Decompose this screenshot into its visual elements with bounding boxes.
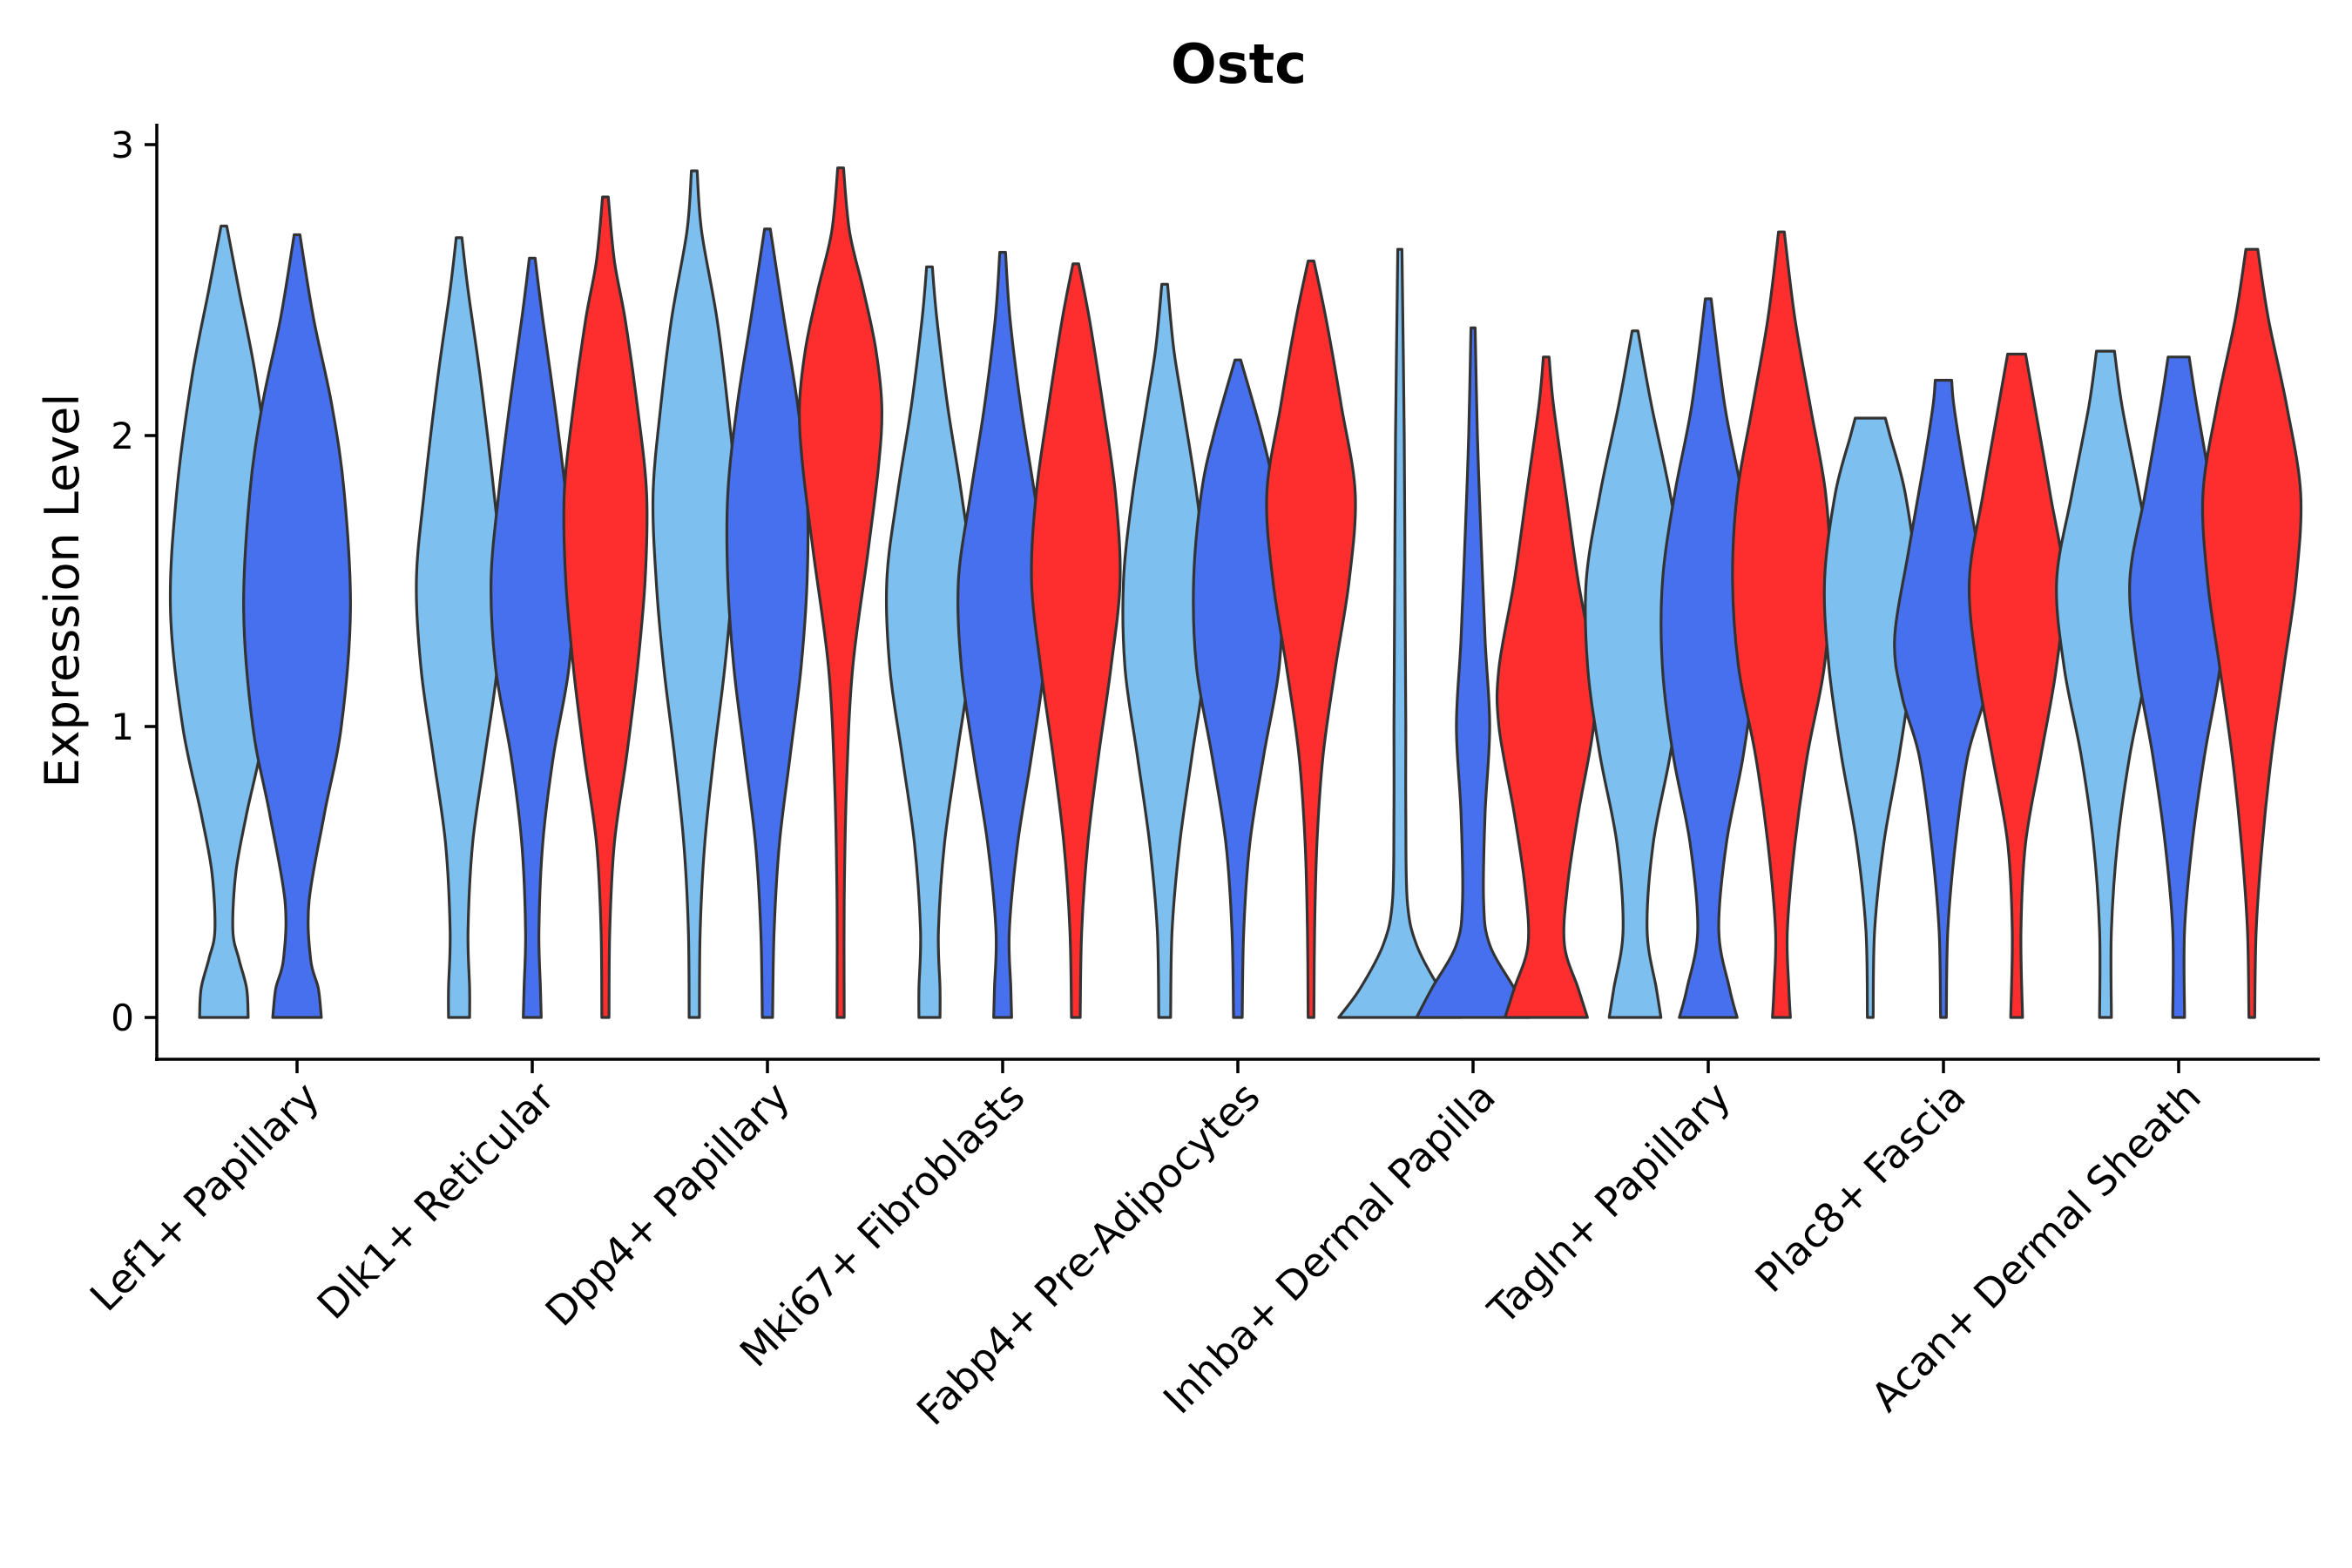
violin-17 [1495,355,1598,1019]
violin-3 [415,236,504,1019]
violin-12 [1121,282,1208,1019]
violin-10 [956,251,1049,1019]
violin-9 [884,265,975,1019]
y-axis-label: Expression Level [35,394,90,788]
violin-16 [1415,326,1531,1019]
violin-24 [2055,349,2156,1019]
violin-8 [798,166,883,1019]
y-tick-label: 0 [111,997,134,1039]
violin-layer [168,166,2303,1019]
x-tick-label: Tagln+ Papillary [1478,1073,1740,1335]
violin-4 [490,256,575,1019]
x-tick-label: Lef1+ Papillary [81,1073,328,1321]
violin-11 [1030,262,1122,1019]
violin-21 [1822,416,1918,1019]
violin-14 [1265,260,1357,1019]
violin-19 [1659,297,1757,1019]
chart-title: Ostc [1171,32,1307,96]
violin-23 [1967,352,2066,1019]
violin-20 [1731,230,1832,1019]
y-tick-label: 1 [111,706,134,748]
y-tick-label: 3 [111,124,134,166]
violin-18 [1584,329,1686,1019]
x-tick-label: Plac8+ Fascia [1746,1073,1974,1301]
violin-13 [1192,358,1284,1019]
x-tick-label: Dlk1+ Reticular [308,1073,564,1328]
violin-2 [242,233,352,1019]
x-tick-label: Dpp4+ Papillary [537,1073,799,1335]
violin-1 [168,224,280,1019]
y-tick-label: 2 [111,415,134,457]
violin-6 [651,169,738,1019]
violin-26 [2200,247,2303,1019]
violin-15 [1337,247,1463,1019]
violin-22 [1893,378,1994,1019]
y-axis-ticks: 0 1 2 3 [111,124,157,1039]
violin-7 [725,227,810,1019]
violin-5 [562,195,649,1019]
